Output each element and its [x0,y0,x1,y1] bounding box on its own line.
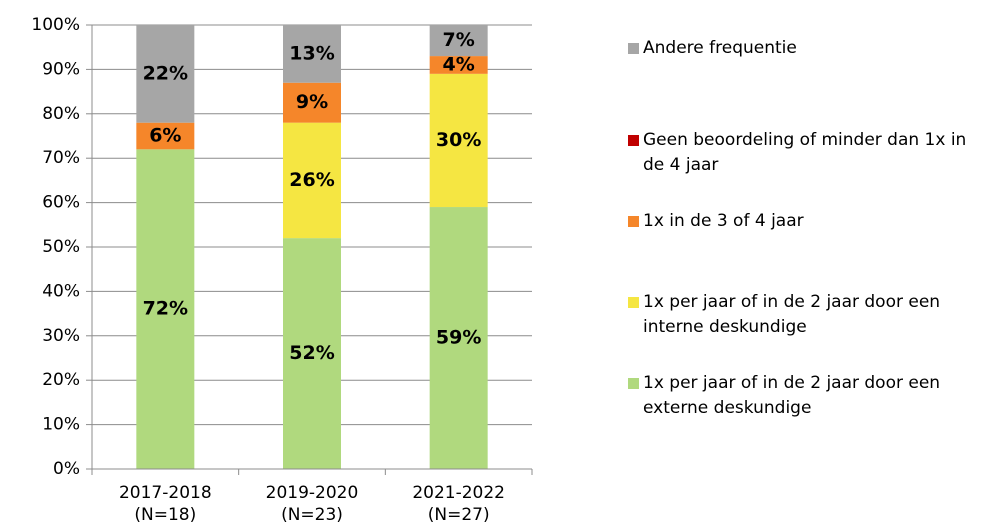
y-tick-label: 100% [31,15,80,35]
data-label: 52% [289,342,334,364]
x-tick-label: 2021-2022 [412,483,505,503]
legend-label: 1x per jaar of in de 2 jaar door een int… [643,292,941,337]
y-tick-label: 30% [42,326,80,346]
legend-swatch [628,216,639,227]
y-tick-label: 70% [42,148,80,168]
legend-swatch [628,378,639,389]
y-tick-label: 50% [42,237,80,257]
data-label: 59% [436,327,481,349]
x-tick-label: 2017-2018 [119,483,212,503]
y-tick-label: 90% [42,59,80,79]
bar-segment [429,207,488,470]
y-tick-label: 20% [42,370,80,390]
legend-label: Andere frequentie [643,38,797,58]
legend-swatch [628,135,639,146]
x-tick-sublabel: (N=27) [428,505,490,525]
legend-item: 1x in de 3 of 4 jaar [628,209,978,234]
bar-segment [136,122,195,150]
bar-segment [283,25,341,83]
data-label: 9% [296,91,328,113]
data-label: 72% [143,298,188,320]
legend-item: Andere frequentie [628,36,978,61]
data-label: 7% [443,29,475,51]
bar-segment [283,82,341,123]
bar-segment [429,56,488,74]
y-tick-label: 80% [42,104,80,124]
data-label: 22% [143,62,188,84]
x-tick-sublabel: (N=18) [134,505,196,525]
bar-segment [429,25,488,57]
data-label: 30% [436,129,481,151]
data-label: 4% [443,53,475,75]
data-label: 13% [289,42,334,64]
legend-item: Geen beoordeling of minder dan 1x in de … [628,128,978,178]
bar-segment [283,238,341,469]
y-tick-label: 0% [53,459,80,479]
legend-swatch [628,297,639,308]
legend-item: 1x per jaar of in de 2 jaar door een ext… [628,371,978,421]
legend-swatch [628,43,639,54]
y-tick-label: 40% [42,281,80,301]
data-label: 26% [289,169,334,191]
legend-item: 1x per jaar of in de 2 jaar door een int… [628,290,978,340]
bar-segment [136,149,195,469]
data-label: 6% [149,125,181,147]
x-tick-label: 2019-2020 [266,483,359,503]
bar-segment [136,25,195,123]
y-tick-label: 10% [42,415,80,435]
legend-label: 1x per jaar of in de 2 jaar door een ext… [643,373,941,418]
bar-segment [429,73,488,208]
legend-label: 1x in de 3 of 4 jaar [643,211,804,231]
legend-label: Geen beoordeling of minder dan 1x in de … [643,130,967,175]
bar-segment [283,122,341,239]
y-tick-label: 60% [42,193,80,213]
x-tick-sublabel: (N=23) [281,505,343,525]
